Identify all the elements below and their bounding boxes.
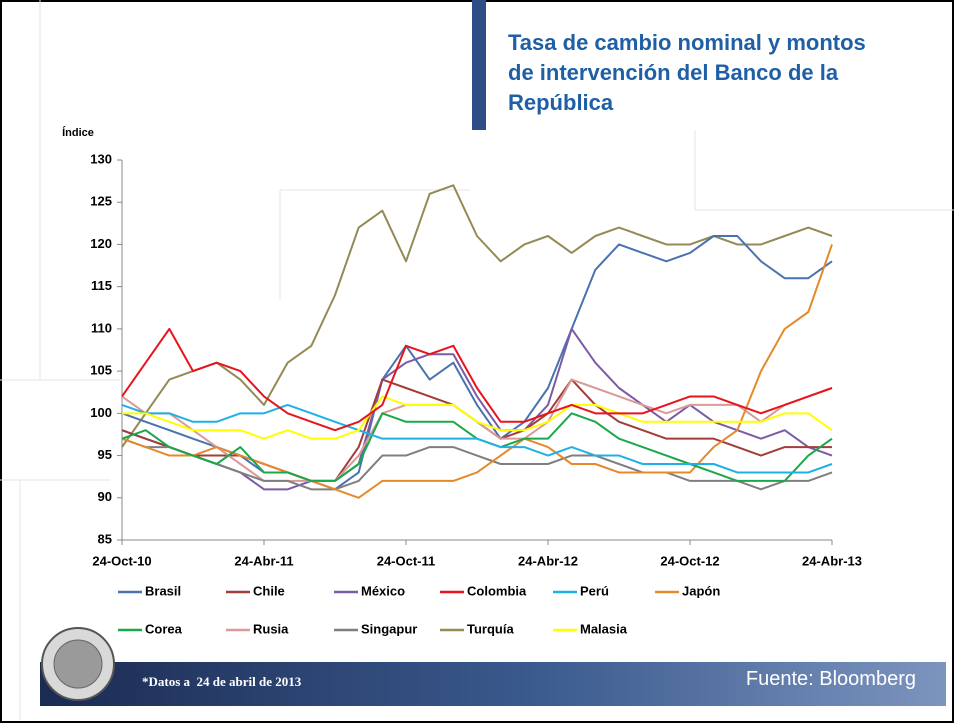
x-tick-label: 24-Abr-12 [518,553,578,568]
logo-inner [53,639,103,689]
y-tick-label: 125 [90,194,112,209]
x-tick-label: 24-Oct-12 [660,553,719,568]
series-line [121,403,833,474]
series-line [121,437,833,491]
legend-label: Japón [682,583,720,598]
legend-label: Brasil [145,583,181,598]
y-tick-label: 90 [98,489,112,504]
legend-label: Malasia [580,621,628,636]
legend-label: México [361,583,405,598]
title-bar [472,0,486,130]
x-tick-label: 24-Abr-11 [234,553,293,568]
legend-label: Rusia [253,621,289,636]
series-line [121,244,833,499]
x-tick-label: 24-Abr-13 [802,553,862,568]
x-tick-label: 24-Oct-11 [377,553,436,568]
source: Fuente: Bloomberg [745,668,916,690]
y-tick-label: 130 [90,151,112,166]
x-tick-label: 24-Oct-10 [92,553,151,568]
series-line [121,327,833,432]
y-tick-label: 100 [90,405,112,420]
footer-band [40,662,946,706]
y-tick-label: 85 [98,531,112,546]
series-line [121,184,833,448]
slide-title: Tasa de cambio nominal y montos de inter… [508,30,866,115]
series-line [122,395,833,440]
y-tick-label: 120 [90,236,112,251]
series-line [121,412,833,482]
y-tick-label: 95 [98,447,112,462]
legend-label: Perú [580,583,609,598]
legend-label: Turquía [467,621,514,636]
footnote: *Datos a 24 de abril de 2013 [142,674,302,689]
y-tick-label: 105 [90,363,112,378]
y-axis-label: Índice [62,126,94,139]
y-tick-label: 115 [91,278,112,293]
series-line [121,327,833,491]
legend-label: Corea [145,621,183,636]
legend-label: Chile [253,583,285,598]
legend-label: Colombia [467,583,527,598]
legend-label: Singapur [361,621,417,636]
y-tick-label: 110 [91,320,112,335]
